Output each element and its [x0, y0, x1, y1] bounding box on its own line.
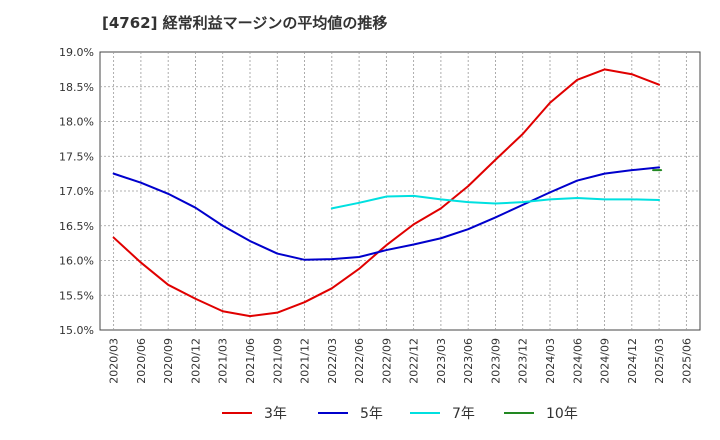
x-tick-label: 2021/09	[271, 338, 284, 384]
grid-lines	[100, 52, 700, 330]
x-tick-label: 2022/06	[353, 338, 366, 384]
series-line-0	[112, 68, 661, 318]
x-tick-label: 2023/09	[489, 338, 502, 384]
legend-label-1: 5年	[360, 406, 383, 422]
x-tick-label: 2020/03	[108, 338, 121, 384]
x-tick-label: 2021/06	[244, 338, 257, 384]
x-axis-ticks: 2020/03 2020/06 2020/09 2020/12 2021/03 2021/…	[108, 338, 694, 384]
legend: 3年 5年 7年 10年	[222, 406, 578, 422]
y-tick-label: 15.5%	[59, 289, 94, 302]
x-tick-label: 2025/03	[653, 338, 666, 384]
x-tick-label: 2022/09	[380, 338, 393, 384]
x-tick-label: 2022/03	[326, 338, 339, 384]
legend-label-0: 3年	[264, 406, 287, 422]
x-tick-label: 2024/09	[599, 338, 612, 384]
y-tick-label: 19.0%	[59, 46, 94, 59]
y-tick-label: 17.5%	[59, 150, 94, 163]
x-tick-label: 2022/12	[408, 338, 421, 384]
x-tick-label: 2023/12	[517, 338, 530, 384]
y-axis-ticks: 19.0% 18.5% 18.0% 17.5% 17.0% 16.5% 16.0% 15.5%…	[59, 46, 94, 337]
x-tick-label: 2020/12	[189, 338, 202, 384]
y-tick-label: 16.5%	[59, 220, 94, 233]
series-line-2	[330, 194, 661, 210]
legend-label-3: 10年	[546, 406, 578, 422]
legend-label-2: 7年	[452, 406, 475, 422]
y-tick-label: 17.0%	[59, 185, 94, 198]
series-line-1	[112, 166, 661, 261]
chart-title: [4762] 経常利益マージンの平均値の推移	[102, 14, 388, 32]
x-tick-label: 2024/06	[571, 338, 584, 384]
y-tick-label: 16.0%	[59, 255, 94, 268]
x-tick-label: 2020/06	[135, 338, 148, 384]
x-tick-label: 2024/12	[626, 338, 639, 384]
x-tick-label: 2024/03	[544, 338, 557, 384]
x-tick-label: 2021/12	[299, 338, 312, 384]
y-tick-label: 15.0%	[59, 324, 94, 337]
x-tick-label: 2023/03	[435, 338, 448, 384]
x-tick-label: 2023/06	[462, 338, 475, 384]
series-lines	[112, 68, 663, 318]
x-tick-label: 2021/03	[217, 338, 230, 384]
y-tick-label: 18.0%	[59, 116, 94, 129]
x-tick-label: 2025/06	[680, 338, 693, 384]
x-tick-label: 2020/09	[162, 338, 175, 384]
y-tick-label: 18.5%	[59, 81, 94, 94]
